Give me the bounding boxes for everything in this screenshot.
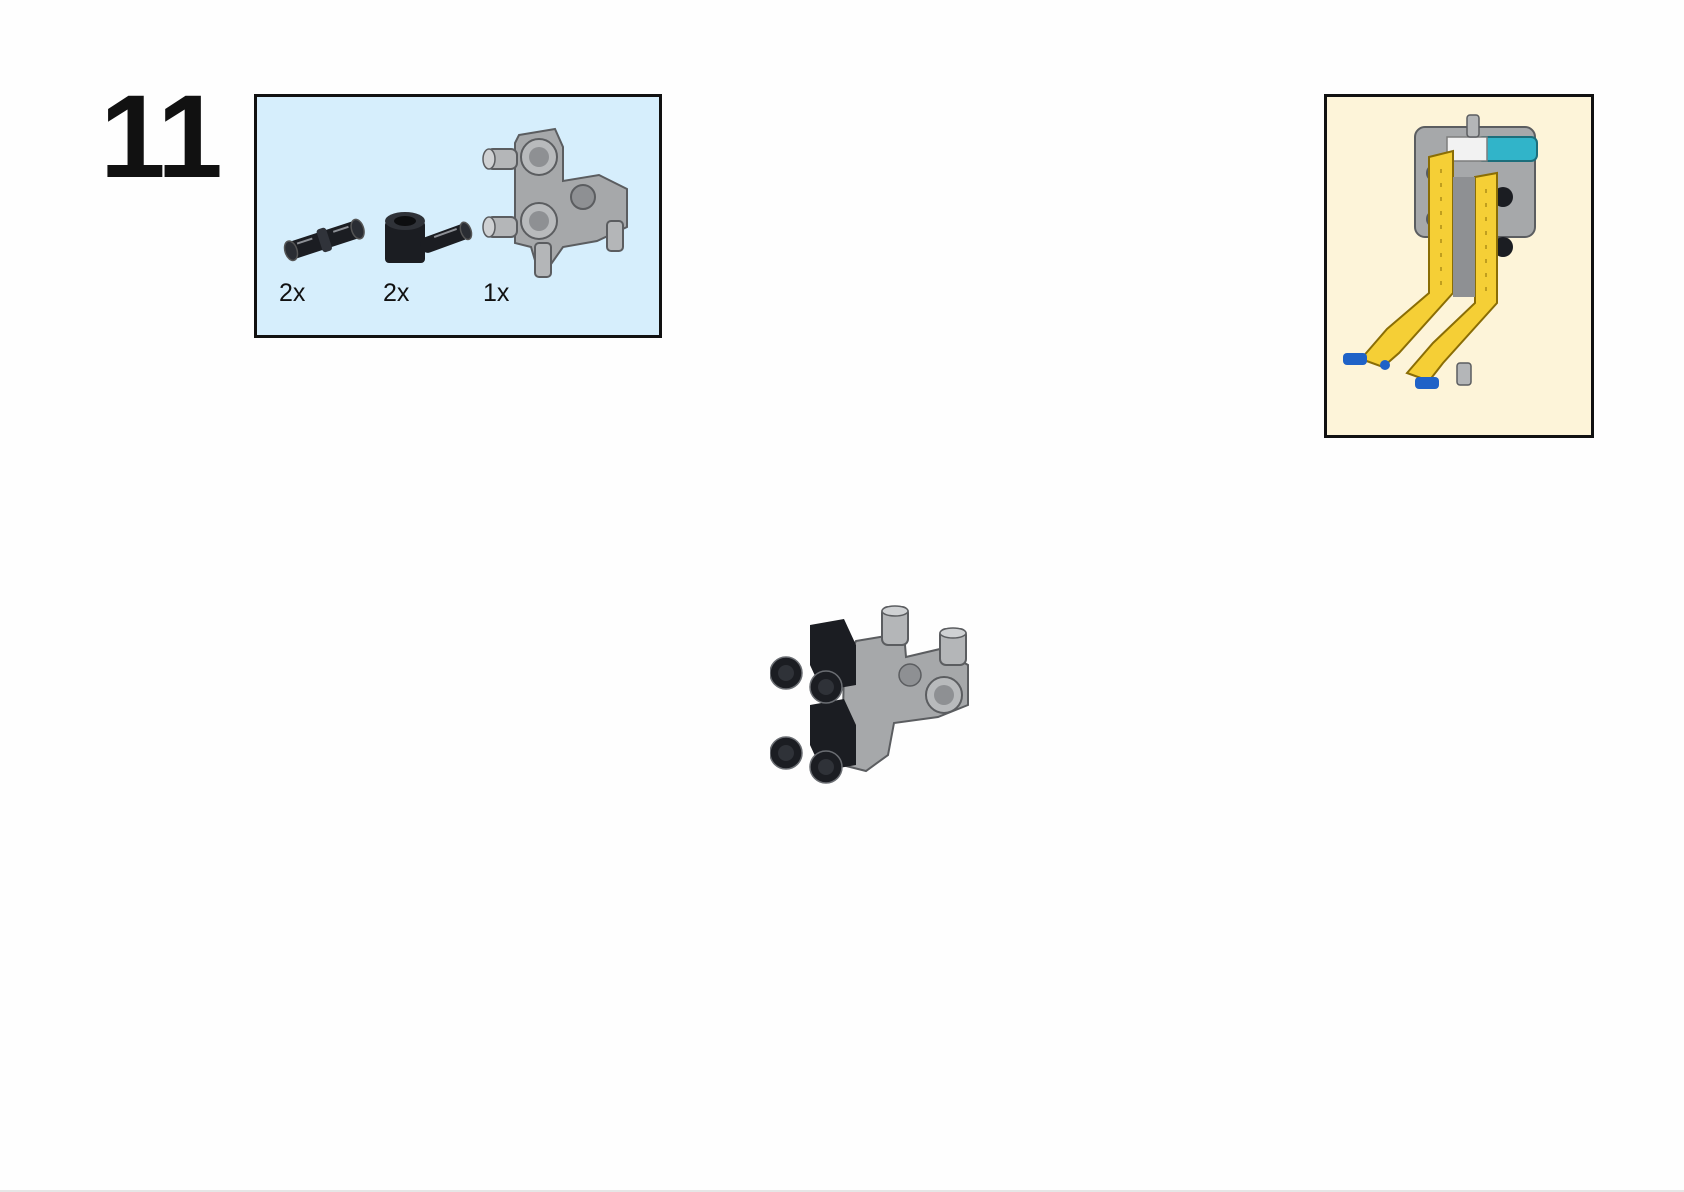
step-number: 11 (100, 78, 221, 196)
part-quantity: 1x (483, 279, 509, 308)
gray-axle-connector-block-icon (479, 117, 645, 285)
black-pin-icon (279, 209, 369, 269)
part-quantity: 2x (383, 279, 409, 308)
part-quantity: 2x (279, 279, 305, 308)
step-assembly-image (770, 605, 1030, 835)
submodel-preview-box (1324, 94, 1594, 438)
parts-list-box: 2x 2x 1x (254, 94, 662, 338)
submodel-preview-image (1327, 97, 1591, 435)
black-pin-connector-icon (379, 201, 479, 275)
